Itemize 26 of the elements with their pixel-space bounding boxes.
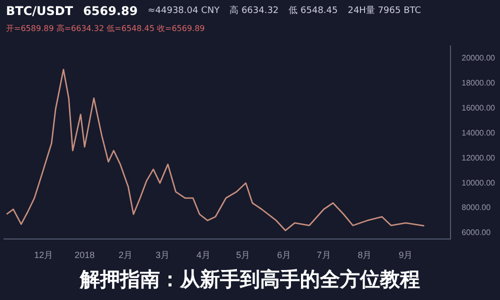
text: 6569.89 — [83, 4, 138, 18]
text: 高 6634.32 — [230, 4, 279, 18]
text: 开=6589.89 高=6634.32 低=6548.45 收=6569.89 — [6, 23, 205, 34]
text: 低 6548.45 — [288, 5, 338, 18]
x-tick-label: 3月 — [156, 250, 170, 260]
x-tick-label: 2018 — [74, 250, 95, 260]
x-tick-label: 2月 — [118, 250, 133, 260]
y-tick-label: 10000.00 — [462, 178, 496, 188]
x-tick-label: 4月 — [196, 250, 211, 260]
text: 解押指南：从新手到高手的全方位教程 — [78, 266, 421, 293]
x-tick-label: 8月 — [358, 250, 372, 260]
y-tick-label: 12000.00 — [462, 153, 496, 162]
x-tick-label: 7月 — [316, 250, 331, 260]
text: BTC/USDT — [6, 4, 74, 18]
text: ≈44938.04 CNY — [148, 6, 220, 16]
y-tick-label: 20000.00 — [462, 53, 496, 62]
text: 24H量 7965 BTC — [348, 4, 422, 18]
x-tick-label: 6月 — [277, 250, 292, 260]
y-tick-label: 6000.00 — [462, 228, 492, 238]
y-tick-label: 14000.00 — [462, 128, 496, 138]
x-tick-label: 9月 — [398, 250, 413, 260]
y-tick-label: 18000.00 — [462, 78, 496, 88]
y-tick-label: 8000.00 — [462, 203, 492, 212]
x-tick-label: 12月 — [34, 250, 54, 260]
x-tick-label: 5月 — [236, 250, 250, 260]
y-tick-label: 16000.00 — [462, 103, 496, 112]
